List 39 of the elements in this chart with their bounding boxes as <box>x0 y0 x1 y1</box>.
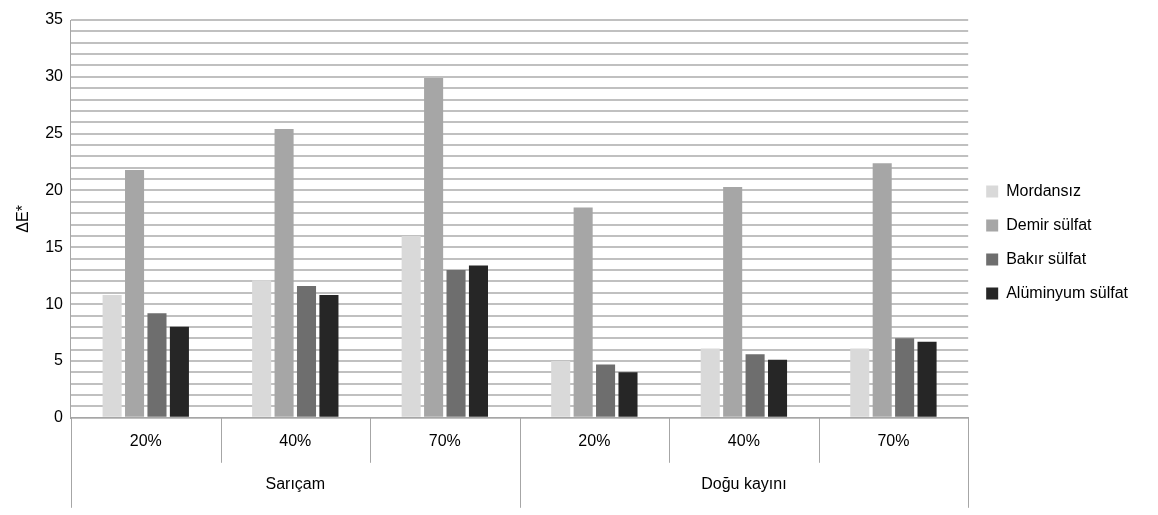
bar <box>850 348 870 417</box>
bar <box>252 280 272 417</box>
legend-label: Demir sülfat <box>1006 215 1093 233</box>
y-tick-label: 15 <box>45 237 64 255</box>
y-axis-title: ΔE* <box>14 205 32 233</box>
x-tick-label: 70% <box>877 431 910 449</box>
bar <box>319 295 339 417</box>
bar <box>551 360 571 417</box>
legend-label: Mordansız <box>1006 181 1081 199</box>
bar <box>618 372 638 417</box>
bar <box>147 313 167 417</box>
x-tick-label: 70% <box>428 431 461 449</box>
bar <box>895 338 915 417</box>
y-tick-label: 10 <box>45 294 64 312</box>
bar <box>768 359 788 417</box>
text: Doğu kayını <box>701 475 787 493</box>
bar <box>169 326 189 417</box>
y-tick-label: 20 <box>45 180 64 198</box>
bar <box>401 235 421 417</box>
y-tick-label: 25 <box>45 124 64 142</box>
y-tick-label: 30 <box>45 67 64 85</box>
x-tick-label: 40% <box>279 431 312 449</box>
legend-label: Alüminyum sülfat <box>1006 283 1129 301</box>
y-tick-label: 0 <box>54 408 64 426</box>
y-tick-label: 5 <box>54 351 64 369</box>
x-tick-label: 40% <box>727 431 760 449</box>
x-tick-label: 20% <box>129 431 162 449</box>
x-tick-label: 20% <box>578 431 611 449</box>
text: Sarıçam <box>265 475 326 493</box>
bar <box>596 364 616 417</box>
y-tick-label: 35 <box>45 10 64 28</box>
bar <box>745 354 765 417</box>
bar <box>446 270 466 417</box>
bar <box>468 265 488 417</box>
bar <box>102 295 122 417</box>
bar <box>700 348 720 417</box>
bar <box>296 285 317 417</box>
legend-label: Bakır sülfat <box>1006 249 1087 267</box>
bar <box>917 341 937 417</box>
